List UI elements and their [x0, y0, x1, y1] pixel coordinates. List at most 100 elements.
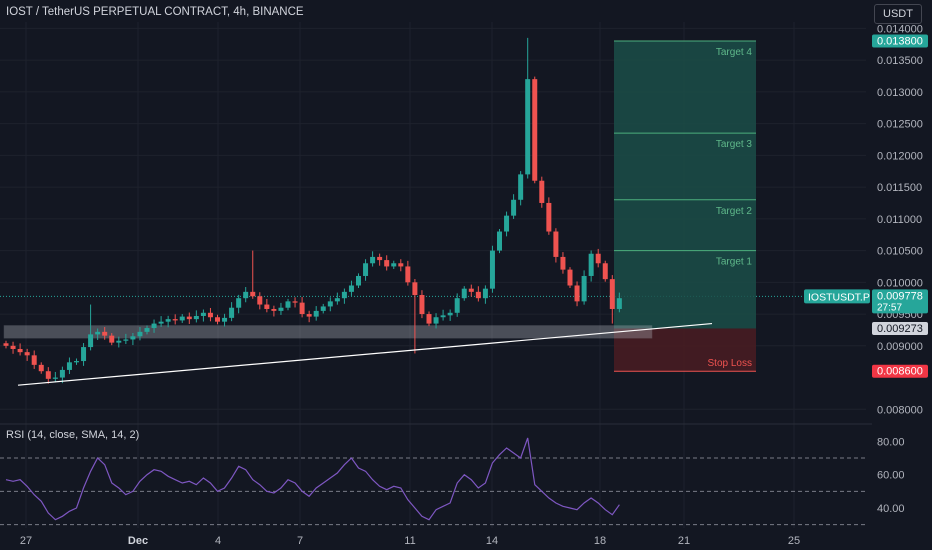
candle-body	[236, 298, 242, 308]
y-tick-label: 0.012500	[877, 119, 923, 131]
candle-body	[116, 340, 122, 343]
candle-body	[243, 291, 249, 299]
candle-body	[193, 315, 199, 320]
candle-body	[497, 231, 502, 251]
stop-loss-label: Stop Loss	[708, 358, 752, 369]
target-label: Target 3	[716, 139, 753, 150]
candle-body	[518, 174, 524, 200]
x-tick-label: 27	[20, 535, 32, 547]
x-tick-label: 7	[297, 535, 303, 547]
rsi-tick-label: 80.00	[877, 436, 905, 448]
candle-body	[419, 295, 425, 315]
candle-body	[165, 319, 171, 322]
rsi-panel	[0, 437, 866, 526]
y-tick-label: 0.011500	[877, 182, 922, 194]
rsi-line	[5, 437, 620, 521]
candle-body	[553, 231, 559, 257]
price-badge	[872, 321, 928, 335]
currency-selector[interactable]: USDT	[874, 4, 922, 24]
candle-body	[186, 316, 192, 320]
candle-body	[3, 343, 9, 346]
candle-body	[377, 256, 383, 261]
candle-body	[137, 331, 143, 337]
rsi-title: RSI (14, close, SMA, 14, 2)	[6, 429, 140, 441]
candle-body	[348, 285, 354, 292]
rsi-tick-label: 40.00	[877, 503, 905, 515]
candle-body	[151, 323, 157, 329]
x-tick-label: 11	[404, 535, 415, 547]
candle-body	[412, 282, 418, 296]
price-badge	[872, 34, 928, 48]
y-tick-label: 0.011000	[877, 214, 922, 226]
candle-body	[207, 312, 213, 318]
candle-body	[588, 253, 594, 276]
candle-body	[489, 250, 495, 289]
candle-body	[179, 316, 185, 321]
x-tick-label: 21	[678, 535, 690, 547]
x-tick-label: 14	[486, 535, 498, 547]
candle-body	[264, 304, 270, 309]
y-tick-label: 0.009000	[877, 341, 923, 353]
candle-body	[567, 269, 573, 286]
price-badge-label: 0.013800	[877, 36, 923, 48]
y-tick-label: 0.008000	[877, 404, 923, 416]
y-tick-label: 0.010000	[877, 277, 923, 289]
x-tick-label: 18	[594, 535, 606, 547]
candle-body	[95, 331, 101, 335]
candle-body	[172, 319, 178, 321]
candle-body	[363, 263, 369, 276]
candle-body	[102, 331, 108, 336]
candle-body	[257, 296, 263, 305]
candle-body	[595, 253, 601, 264]
candle-body	[468, 288, 474, 292]
candle-body	[447, 312, 453, 316]
candle-body	[313, 310, 319, 317]
x-tick-label: 25	[788, 535, 800, 547]
candle-body	[433, 317, 439, 324]
trendline-line[interactable]	[17, 322, 713, 386]
candle-body	[299, 302, 305, 315]
stop-zone	[614, 328, 756, 372]
candle-body	[602, 263, 608, 280]
candle-body	[609, 279, 615, 309]
candle-body	[560, 256, 566, 270]
candle-body	[426, 314, 432, 324]
price-badge	[872, 289, 928, 314]
candle-body	[616, 298, 622, 309]
candle-body	[200, 312, 206, 316]
trendline[interactable]	[17, 322, 713, 386]
x-tick-label: 4	[215, 535, 221, 547]
candle-body	[482, 288, 488, 299]
candle-body	[144, 328, 150, 332]
candle-body	[38, 364, 44, 372]
chart-title: IOST / TetherUS PERPETUAL CONTRACT, 4h, …	[6, 6, 304, 18]
candle-body	[109, 335, 115, 343]
candle-body	[250, 291, 256, 297]
y-tick-label: 0.013500	[877, 55, 923, 67]
y-tick-label: 0.013000	[877, 87, 923, 99]
candle-body	[370, 256, 376, 264]
candle-body	[229, 307, 235, 318]
candle-body	[278, 307, 284, 311]
target-zone	[614, 41, 756, 329]
candle-body	[525, 79, 531, 175]
candle-body	[356, 275, 361, 286]
candle-body	[504, 215, 510, 232]
y-tick-label: 0.012000	[877, 150, 923, 162]
candle-body	[31, 355, 37, 365]
candle-body	[123, 339, 129, 341]
candle-body	[59, 369, 65, 378]
y-tick-label: 0.010500	[877, 246, 923, 258]
countdown-label: 27:57	[877, 302, 902, 313]
candle-body	[66, 362, 72, 370]
candle-body	[384, 260, 390, 267]
candle-body	[398, 263, 404, 267]
candle-body	[581, 275, 587, 302]
price-badge-label: 0.009778	[877, 290, 923, 302]
price-badge	[872, 364, 928, 378]
position-zones: Target 1 Target 2 Target 3 Target 4 Stop Los…	[614, 40, 756, 372]
candle-body	[74, 361, 79, 363]
y-tick-label: 0.014000	[877, 23, 923, 35]
candle-body	[574, 285, 580, 302]
